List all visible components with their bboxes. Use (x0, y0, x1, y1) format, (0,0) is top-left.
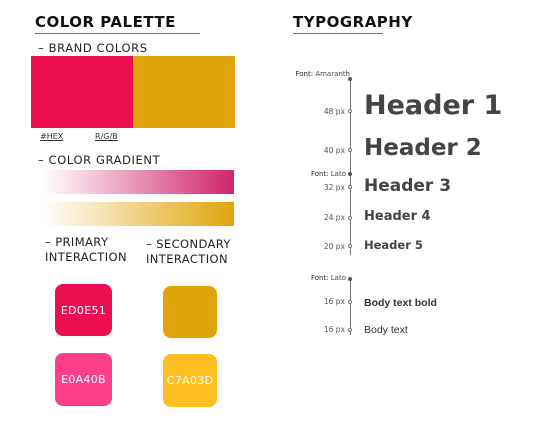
body-scale-ruler (350, 279, 351, 335)
color-palette-underline (35, 33, 200, 34)
gradient-bar-pink (43, 170, 234, 194)
font-name-amaranth: Amaranth (315, 70, 350, 78)
primary-tile-hover-label: E0A40B (61, 373, 106, 386)
primary-tile-default[interactable]: ED0E51 (55, 284, 112, 336)
secondary-interaction-label: – SECONDARY INTERACTION (146, 237, 231, 267)
font-label-prefix: Font: (310, 274, 329, 282)
primary-interaction-label: – PRIMARY INTERACTION (45, 235, 127, 265)
brand-colors-label: – BRAND COLORS (38, 41, 148, 55)
body-tick (348, 328, 352, 332)
font-name-lato-body: Lato (330, 274, 346, 282)
header1-tick (348, 109, 352, 113)
hex-caption: #HEX (40, 132, 64, 141)
header2-size: 40 px (323, 146, 345, 155)
typography-title: TYPOGRAPHY (293, 13, 413, 31)
body-bold-sample: Body text bold (364, 297, 437, 309)
ruler-body-dot (348, 277, 352, 281)
secondary-tile-default[interactable] (163, 286, 217, 338)
secondary-interaction-line1: – SECONDARY (146, 237, 231, 251)
gradient-bar-gold (43, 202, 234, 226)
body-bold-size: 16 px (323, 297, 345, 306)
font-name-lato: Lato (330, 170, 346, 178)
brand-swatch-secondary (133, 56, 235, 128)
font-label-prefix: Font: (295, 70, 314, 78)
header-scale-ruler (350, 79, 351, 255)
font-label-amaranth: Font: Amaranth (280, 70, 350, 78)
primary-interaction-line2: INTERACTION (45, 250, 127, 264)
header1-size: 48 px (323, 107, 345, 116)
secondary-interaction-line2: INTERACTION (146, 252, 228, 266)
primary-tile-default-label: ED0E51 (60, 303, 107, 317)
secondary-tile-hover-label: C7A03D (166, 374, 214, 387)
typography-underline (293, 33, 383, 34)
header3-size: 32 px (323, 183, 345, 192)
header5-tick (348, 244, 352, 248)
header5-sample: Header 5 (364, 238, 423, 252)
ruler-start-dot (348, 77, 352, 81)
primary-interaction-line1: – PRIMARY (45, 235, 109, 249)
header2-tick (348, 148, 352, 152)
header3-sample: Header 3 (364, 176, 452, 196)
secondary-tile-hover[interactable]: C7A03D (163, 354, 217, 407)
font-label-lato-headers: Font: Lato (290, 170, 346, 178)
header4-sample: Header 4 (364, 209, 431, 224)
brand-swatch-primary (31, 56, 133, 128)
header2-sample: Header 2 (364, 135, 482, 161)
font-label-prefix: Font: (310, 170, 329, 178)
ruler-lato-dot (348, 172, 352, 176)
header5-size: 20 px (323, 242, 345, 251)
color-palette-title: COLOR PALETTE (35, 13, 176, 31)
header3-tick (348, 185, 352, 189)
color-gradient-label: – COLOR GRADIENT (38, 153, 161, 167)
header4-tick (348, 216, 352, 220)
primary-tile-hover[interactable]: E0A40B (55, 353, 112, 406)
header1-sample: Header 1 (364, 90, 503, 121)
header4-size: 24 px (323, 213, 345, 222)
body-sample: Body text (364, 324, 408, 336)
body-size: 16 px (323, 325, 345, 334)
body-bold-tick (348, 300, 352, 304)
rgb-caption: R/G/B (95, 132, 118, 141)
font-label-lato-body: Font: Lato (290, 274, 346, 282)
